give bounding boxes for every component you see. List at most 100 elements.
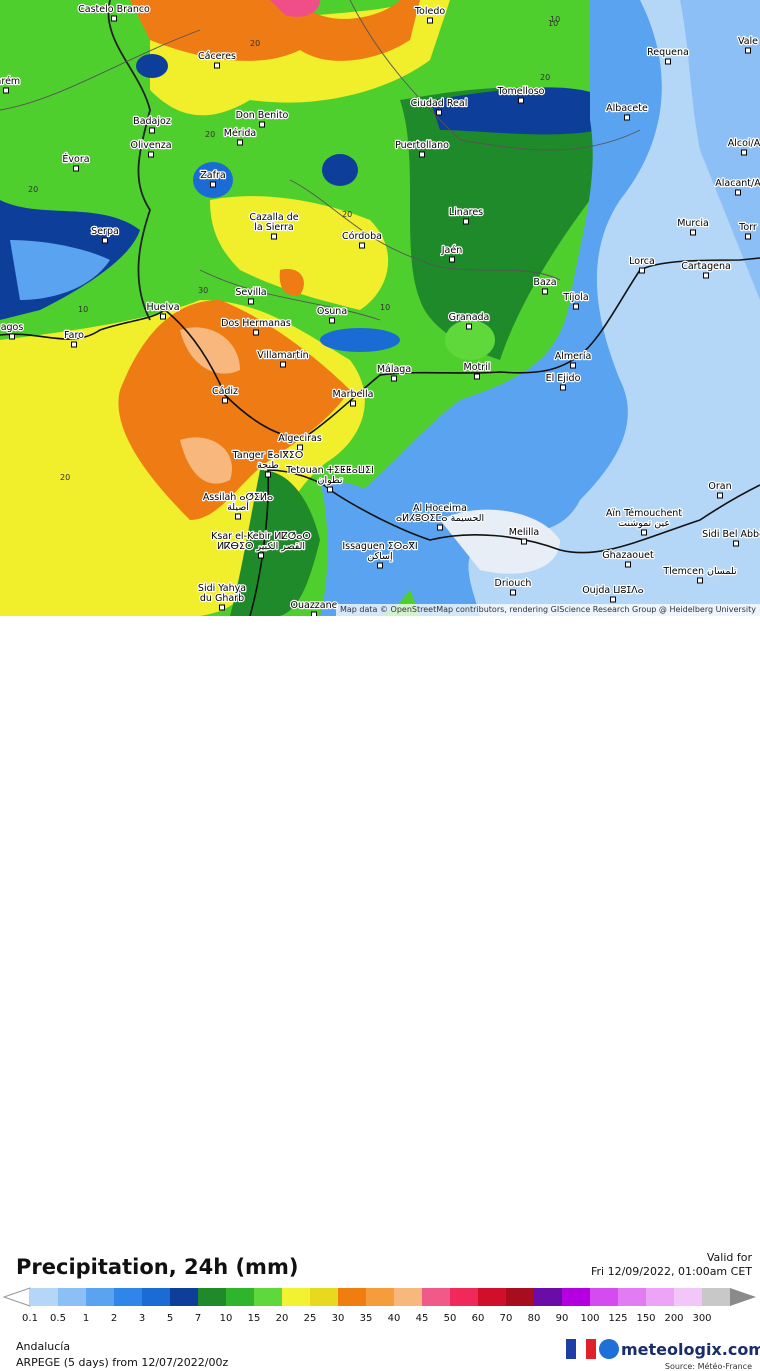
city-label: Assilah ⴰⵚⵉⵍⴰ <box>203 492 273 503</box>
city-label: Toledo <box>414 6 446 17</box>
city-label: Tíjola <box>562 292 588 303</box>
contour-label: 20 <box>60 473 70 482</box>
city-dot <box>745 47 751 54</box>
precip-spot-lightgreen-granada <box>445 320 495 360</box>
city-dot <box>419 151 425 158</box>
city-dot <box>697 577 703 584</box>
scale-swatch <box>86 1288 115 1306</box>
scale-tick-label: 60 <box>472 1313 485 1324</box>
scale-swatch <box>646 1288 675 1306</box>
precip-zone-peach-2 <box>180 437 232 484</box>
scale-tick-label: 7 <box>195 1313 201 1324</box>
city-label: Dos Hermanas <box>221 318 291 329</box>
city-dot <box>665 58 671 65</box>
city-marker: Mérida <box>223 127 257 146</box>
city-marker: Cádiz <box>211 385 239 404</box>
city-label: Aïn Témouchent <box>606 508 682 519</box>
city-marker: Linares <box>448 206 484 225</box>
city-label: Tanger ⵟⴰⵏⴳⵉⵔ <box>232 450 304 461</box>
scale-swatch <box>282 1288 311 1306</box>
city-label: Motril <box>464 362 491 373</box>
page-title: Precipitation, 24h (mm) <box>16 1255 299 1279</box>
city-label: Puertollano <box>395 140 449 151</box>
scale-tick-label: 70 <box>500 1313 513 1324</box>
scale-swatch <box>170 1288 199 1306</box>
city-label: Sidi Yahya <box>198 583 246 594</box>
flag-stripe-white <box>576 1339 586 1359</box>
city-marker: Jaén <box>440 244 463 263</box>
city-label: Don Benito <box>236 110 289 121</box>
city-dot <box>573 303 579 310</box>
city-marker: Toledo <box>413 5 447 24</box>
legend-footer: Precipitation, 24h (mm) Valid for Fri 12… <box>0 616 760 1371</box>
scale-swatch <box>58 1288 87 1306</box>
valid-for-label: Valid for <box>706 1251 752 1264</box>
precip-spot-navy-2 <box>322 154 358 186</box>
city-dot <box>542 288 548 295</box>
city-dot <box>71 341 77 348</box>
map-attribution[interactable]: Map data © OpenStreetMap contributors, r… <box>336 604 760 616</box>
precip-zone-yellow-central <box>210 196 389 310</box>
contour-label: 10 <box>550 15 560 24</box>
city-dot <box>745 233 751 240</box>
city-label: tarém <box>0 76 20 87</box>
meteologix-logo[interactable]: meteologix.com <box>566 1338 760 1360</box>
city-marker: tarém <box>0 75 21 94</box>
scale-swatch <box>422 1288 451 1306</box>
scale-tick-label: 3 <box>139 1313 145 1324</box>
scale-tick-label: 1 <box>83 1313 89 1324</box>
precip-spot-blue-zafra <box>193 162 233 198</box>
city-label: Badajoz <box>133 116 171 127</box>
city-dot <box>437 524 443 531</box>
city-dot <box>350 400 356 407</box>
city-label: Cádiz <box>212 386 238 397</box>
city-marker: Málaga <box>376 363 412 382</box>
scale-tick-label: 0.1 <box>22 1313 38 1324</box>
city-marker: Dos Hermanas <box>220 317 292 336</box>
city-dot <box>466 323 472 330</box>
coastline-africa <box>249 469 760 616</box>
scale-tick-label: 15 <box>248 1313 261 1324</box>
border-spain-portugal <box>107 0 151 321</box>
contour-label: 20 <box>342 210 352 219</box>
scale-tick-label: 300 <box>692 1313 711 1324</box>
precip-zone-darkgreen-morocco <box>230 470 320 616</box>
city-label: Linares <box>449 207 483 218</box>
scale-swatch <box>226 1288 255 1306</box>
city-label: Villamartín <box>257 350 308 361</box>
precipitation-map[interactable]: 20 20 20 20 10 20 30 10 10 20 10 Castelo Branco Tol… <box>0 0 760 616</box>
city-marker: Évora <box>61 152 91 172</box>
city-marker: Driouch <box>493 577 533 596</box>
flag-stripe-blue <box>566 1339 576 1359</box>
city-label: Málaga <box>377 364 411 375</box>
city-dot <box>610 596 616 603</box>
city-label: Cartagena <box>681 261 731 272</box>
city-dot <box>111 15 117 22</box>
city-marker: Olivenza <box>129 139 173 158</box>
precip-spot-navy-1 <box>136 54 168 78</box>
city-marker: Baza <box>532 276 558 295</box>
precip-zone-blue-northeast <box>680 0 760 300</box>
city-label: Tetouan ⵜⵉⵟⵟⴰⵡⵉⵏ <box>285 465 374 476</box>
city-label: أصيلة <box>227 500 249 513</box>
city-label: Jaén <box>441 245 463 256</box>
city-dot <box>297 444 303 451</box>
city-label: Granada <box>449 312 490 323</box>
city-marker: Alacant/A <box>714 177 760 196</box>
city-label: Vale <box>738 36 758 47</box>
scale-swatch <box>450 1288 479 1306</box>
city-label: Ouazzane <box>291 600 338 611</box>
city-dot <box>160 313 166 320</box>
city-dot <box>148 151 154 158</box>
contour-label: 10 <box>78 305 88 314</box>
city-marker: Murcia <box>676 217 710 236</box>
city-dot <box>327 486 333 493</box>
globe-icon <box>599 1339 619 1359</box>
scale-tick-label: 50 <box>444 1313 457 1324</box>
contour-label: 10 <box>548 19 558 28</box>
city-label: Tlemcen تلمسان <box>662 566 737 577</box>
city-marker: Tomelloso <box>495 85 546 104</box>
